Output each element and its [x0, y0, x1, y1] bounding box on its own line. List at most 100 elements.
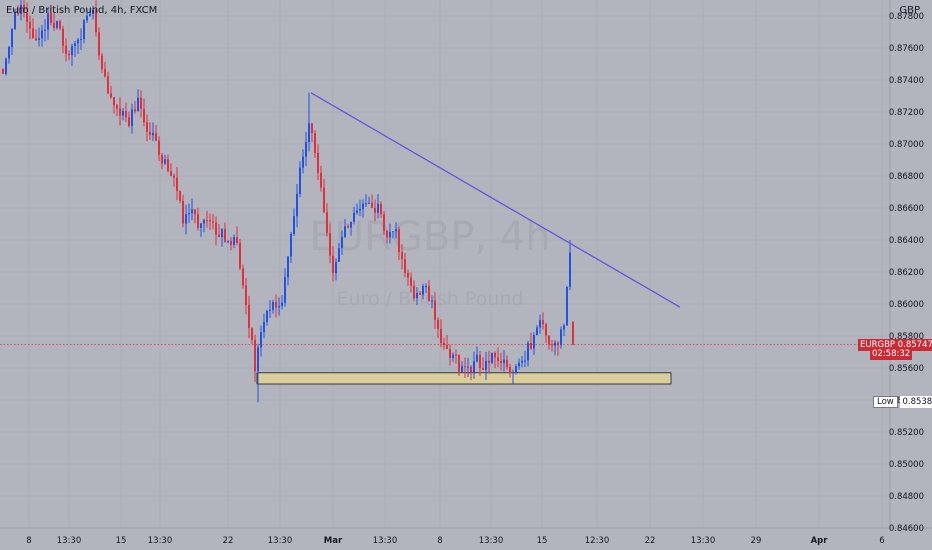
candle — [86, 8, 88, 23]
candle — [542, 312, 544, 330]
candle — [509, 363, 511, 378]
candle — [278, 297, 280, 316]
candles — [2, 0, 574, 403]
candle — [539, 314, 541, 334]
trendline[interactable] — [310, 92, 681, 308]
candle — [71, 43, 73, 66]
candle — [110, 85, 112, 99]
candle — [200, 222, 202, 237]
candle — [266, 309, 268, 326]
candle — [53, 11, 55, 31]
price-tick-label: 0.85200 — [889, 428, 924, 438]
candle — [38, 27, 40, 47]
candle — [365, 194, 367, 208]
candle — [134, 101, 136, 114]
candle — [506, 355, 508, 370]
candle — [197, 207, 199, 231]
time-tick-label: 6 — [879, 536, 884, 546]
candle — [398, 226, 400, 260]
candle — [41, 24, 43, 47]
candle — [572, 321, 574, 346]
candle — [65, 38, 67, 62]
candle — [233, 234, 235, 249]
low-value: 0.85386 — [900, 396, 932, 408]
price-axis[interactable]: 0.846000.848000.850000.852000.854000.856… — [889, 12, 924, 534]
price-tick-label: 0.86600 — [889, 204, 924, 214]
candle — [146, 114, 148, 142]
candle — [89, 8, 91, 17]
watermark-symbol: EURGBP, 4h — [309, 214, 550, 260]
candle — [314, 130, 316, 158]
candle — [371, 194, 373, 209]
candle — [389, 223, 391, 244]
candle — [557, 340, 559, 356]
candle — [281, 295, 283, 310]
candle — [62, 25, 64, 54]
candle — [98, 27, 100, 60]
candle — [407, 269, 409, 286]
time-tick-label: 8 — [26, 536, 31, 546]
price-tick-label: 0.87200 — [889, 108, 924, 118]
time-tick-label: 15 — [537, 536, 548, 546]
candle — [224, 222, 226, 243]
candle — [113, 96, 115, 114]
candle — [341, 230, 343, 256]
time-tick-label: 12:30 — [585, 536, 610, 546]
price-tick-label: 0.86000 — [889, 300, 924, 310]
candle — [215, 216, 217, 246]
candle — [536, 325, 538, 336]
candle — [488, 350, 490, 374]
candle — [194, 209, 196, 224]
candle — [374, 199, 376, 222]
price-tick-label: 0.85000 — [889, 460, 924, 470]
candle — [290, 231, 292, 263]
time-tick-label: 13:30 — [268, 536, 293, 546]
candle — [404, 253, 406, 278]
candle — [566, 286, 568, 326]
support-zone-rect[interactable] — [256, 372, 672, 385]
price-tick-label: 0.85800 — [889, 332, 924, 342]
candle — [356, 203, 358, 215]
candle — [284, 268, 286, 307]
candle — [8, 45, 10, 64]
candle — [101, 52, 103, 74]
candle — [395, 222, 397, 239]
candle — [119, 97, 121, 126]
support-zone[interactable] — [256, 372, 672, 385]
candle — [512, 369, 514, 384]
candle — [323, 178, 325, 213]
candle — [170, 163, 172, 177]
candle — [326, 203, 328, 237]
candle — [353, 206, 355, 225]
candle — [143, 98, 145, 127]
candle — [560, 326, 562, 349]
time-axis[interactable]: 8 13:30 15 13:30 22 13:30 Mar 13:30 8 13:30 15 12:3… — [26, 536, 884, 546]
candle — [380, 201, 382, 218]
candle — [164, 154, 166, 166]
candle — [416, 287, 418, 306]
candle — [17, 5, 19, 16]
time-tick-label: 13:30 — [691, 536, 716, 546]
candle — [149, 122, 151, 141]
low-tag: Low — [873, 396, 898, 408]
candle — [107, 71, 109, 95]
candle — [515, 364, 517, 375]
candle — [5, 57, 7, 76]
candle — [410, 272, 412, 293]
candle — [530, 332, 532, 351]
low-label: Low 0.85386 — [873, 396, 932, 408]
candle — [485, 351, 487, 380]
time-tick-label: 13:30 — [57, 536, 82, 546]
price-tick-label: 0.87400 — [889, 76, 924, 86]
candle — [239, 238, 241, 271]
candle — [236, 226, 238, 246]
candle — [245, 278, 247, 315]
candle — [401, 244, 403, 270]
candle — [305, 131, 307, 167]
candle — [428, 280, 430, 302]
price-label-symbol: EURGBP — [860, 340, 896, 350]
candle — [470, 365, 472, 381]
candle — [338, 242, 340, 263]
